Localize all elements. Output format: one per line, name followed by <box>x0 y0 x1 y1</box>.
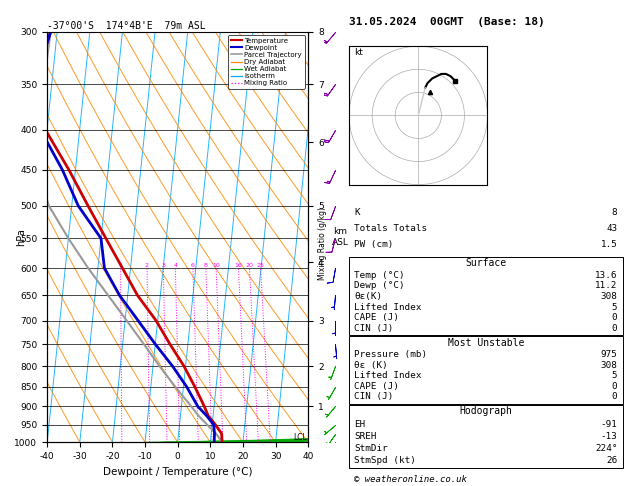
Text: -13: -13 <box>601 432 618 441</box>
Text: CAPE (J): CAPE (J) <box>354 313 399 322</box>
X-axis label: Dewpoint / Temperature (°C): Dewpoint / Temperature (°C) <box>103 467 252 477</box>
Text: 13.6: 13.6 <box>595 271 618 280</box>
Text: 8: 8 <box>612 208 618 217</box>
Text: 20: 20 <box>245 263 253 268</box>
Text: 0: 0 <box>612 392 618 401</box>
Text: 26: 26 <box>606 456 618 465</box>
Text: 308: 308 <box>601 361 618 370</box>
Text: Most Unstable: Most Unstable <box>448 338 524 348</box>
Text: 975: 975 <box>601 350 618 359</box>
Y-axis label: km
ASL: km ASL <box>332 227 349 246</box>
Text: CIN (J): CIN (J) <box>354 392 394 401</box>
Text: Lifted Index: Lifted Index <box>354 303 422 312</box>
Text: 0: 0 <box>612 324 618 333</box>
Text: Pressure (mb): Pressure (mb) <box>354 350 428 359</box>
Text: CIN (J): CIN (J) <box>354 324 394 333</box>
Text: 8: 8 <box>204 263 208 268</box>
FancyBboxPatch shape <box>348 257 623 335</box>
Text: Totals Totals: Totals Totals <box>354 224 428 233</box>
Text: 16: 16 <box>235 263 242 268</box>
Text: θε(K): θε(K) <box>354 292 382 301</box>
Text: kt: kt <box>353 49 362 57</box>
Text: Mixing Ratio (g/kg): Mixing Ratio (g/kg) <box>318 207 326 279</box>
Text: 1: 1 <box>119 263 123 268</box>
Text: Temp (°C): Temp (°C) <box>354 271 405 280</box>
Text: 0: 0 <box>612 313 618 322</box>
Text: PW (cm): PW (cm) <box>354 240 394 249</box>
Text: 43: 43 <box>606 224 618 233</box>
Text: θε (K): θε (K) <box>354 361 388 370</box>
Text: 2: 2 <box>145 263 149 268</box>
Text: 3: 3 <box>161 263 165 268</box>
Text: 224°: 224° <box>595 444 618 453</box>
Text: © weatheronline.co.uk: © weatheronline.co.uk <box>354 474 467 484</box>
Text: StmDir: StmDir <box>354 444 388 453</box>
Text: EH: EH <box>354 419 365 429</box>
Text: Hodograph: Hodograph <box>459 406 513 417</box>
Text: StmSpd (kt): StmSpd (kt) <box>354 456 416 465</box>
Text: Surface: Surface <box>465 258 506 268</box>
Text: -37°00'S  174°4B'E  79m ASL: -37°00'S 174°4B'E 79m ASL <box>47 21 206 31</box>
Text: Lifted Index: Lifted Index <box>354 371 422 381</box>
Text: hPa: hPa <box>16 228 26 246</box>
Text: 5: 5 <box>612 303 618 312</box>
Text: 25: 25 <box>257 263 265 268</box>
Legend: Temperature, Dewpoint, Parcel Trajectory, Dry Adiabat, Wet Adiabat, Isotherm, Mi: Temperature, Dewpoint, Parcel Trajectory… <box>228 35 304 89</box>
FancyBboxPatch shape <box>348 405 623 468</box>
Text: 6: 6 <box>191 263 195 268</box>
Text: CAPE (J): CAPE (J) <box>354 382 399 391</box>
Text: K: K <box>354 208 360 217</box>
Text: 1.5: 1.5 <box>601 240 618 249</box>
Text: 0: 0 <box>612 382 618 391</box>
Text: 308: 308 <box>601 292 618 301</box>
Text: 10: 10 <box>212 263 220 268</box>
Text: 31.05.2024  00GMT  (Base: 18): 31.05.2024 00GMT (Base: 18) <box>349 17 545 27</box>
Text: LCL: LCL <box>294 433 307 442</box>
FancyBboxPatch shape <box>348 336 623 403</box>
Text: 11.2: 11.2 <box>595 281 618 291</box>
Text: -91: -91 <box>601 419 618 429</box>
Text: Dewp (°C): Dewp (°C) <box>354 281 405 291</box>
Text: SREH: SREH <box>354 432 377 441</box>
Text: 4: 4 <box>174 263 177 268</box>
Text: 5: 5 <box>612 371 618 381</box>
